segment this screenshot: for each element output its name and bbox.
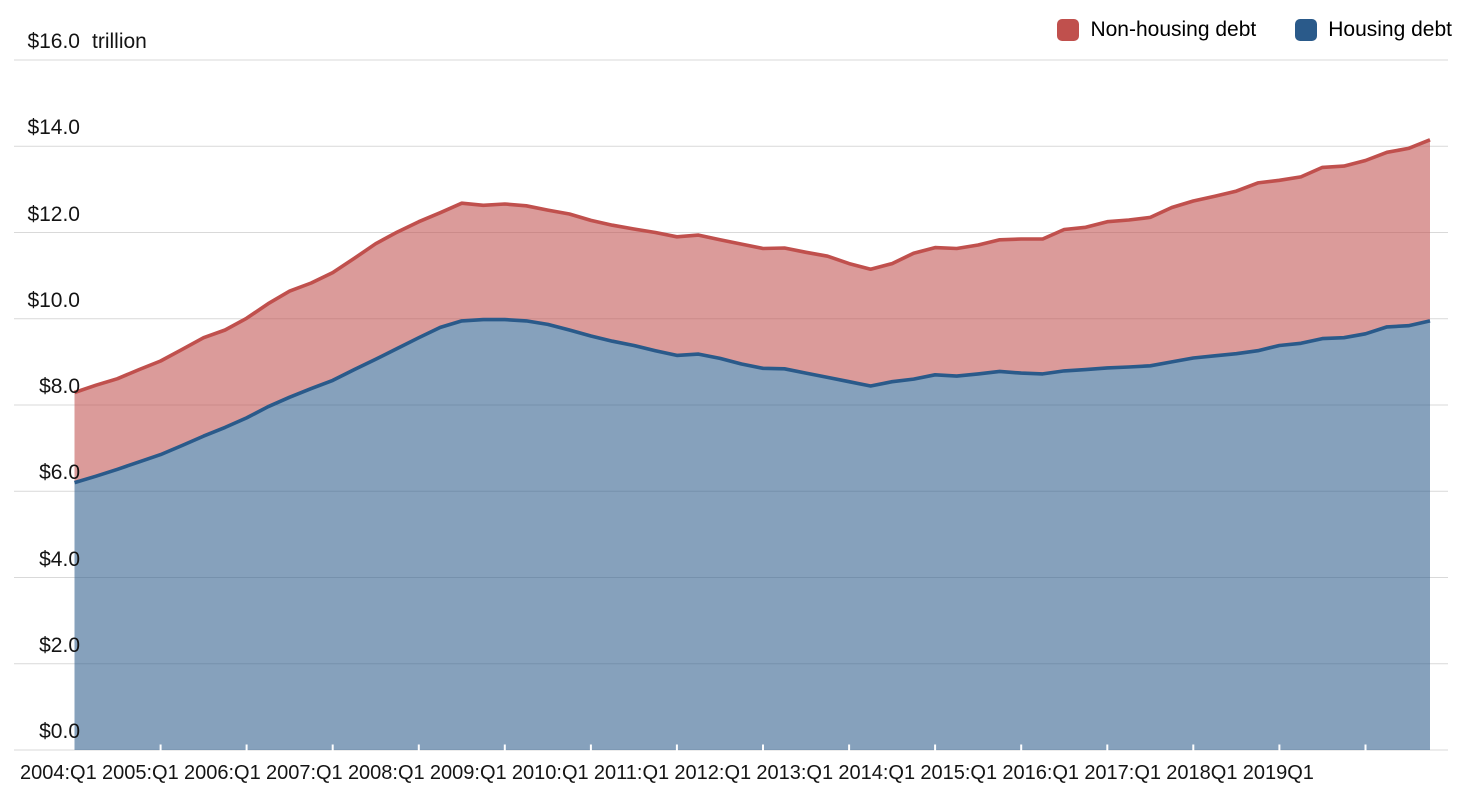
x-axis-label: 2006:Q1 — [183, 762, 261, 784]
legend-swatch-non-housing — [1057, 18, 1080, 41]
x-axis-label: 2014:Q1 — [838, 762, 916, 784]
y-axis-label: $8.0 — [39, 375, 80, 398]
y-axis-label: $16.0 — [27, 30, 80, 53]
legend-label-housing: Housing debt — [1328, 18, 1452, 41]
x-axis-label: 2005:Q1 — [101, 762, 179, 784]
x-axis-label: 2009:Q1 — [429, 762, 507, 784]
y-axis-label: $0.0 — [39, 720, 80, 743]
x-axis-label: 2015:Q1 — [920, 762, 998, 784]
legend-swatch-housing — [1295, 18, 1318, 41]
legend-item-non-housing: Non-housing debt — [1057, 17, 1256, 42]
y-axis-label: $2.0 — [39, 633, 80, 657]
y-axis-label: $6.0 — [39, 461, 80, 485]
x-axis-label: 2017:Q1 — [1084, 762, 1162, 784]
x-axis-label: 2004:Q1 — [20, 762, 97, 784]
x-axis: 2004:Q1 2005:Q1 2006:Q1 2007:Q1 2008:Q1 2009:… — [20, 759, 1314, 787]
legend: Non-housing debt Housing debt — [1057, 17, 1452, 42]
x-axis-label: 2019Q1 — [1242, 762, 1314, 784]
x-axis-label: 2010:Q1 — [511, 762, 589, 784]
housing-line — [73, 317, 1431, 485]
x-axis-label: 2012:Q1 — [674, 762, 752, 784]
legend-label-non-housing: Non-housing debt — [1090, 18, 1257, 41]
y-axis-label: $10.0 — [27, 288, 80, 312]
x-axis-label: 2011:Q1 — [593, 762, 670, 784]
housing-area — [74, 319, 1430, 750]
legend-item-housing: Housing debt — [1295, 17, 1452, 42]
y-axis-unit-label: trillion — [92, 30, 147, 53]
non-housing-line — [73, 138, 1431, 395]
y-axis-label: $4.0 — [39, 547, 80, 571]
x-axis-label: 2008:Q1 — [347, 762, 425, 784]
x-axis-label: 2016:Q1 — [1002, 762, 1080, 784]
y-axis-label: $14.0 — [27, 116, 80, 140]
x-axis-label: 2007:Q1 — [265, 762, 343, 784]
x-axis-label: 2013:Q1 — [756, 762, 834, 784]
y-axis-label: $12.0 — [27, 202, 80, 226]
x-axis-label: 2018Q1 — [1166, 762, 1238, 784]
